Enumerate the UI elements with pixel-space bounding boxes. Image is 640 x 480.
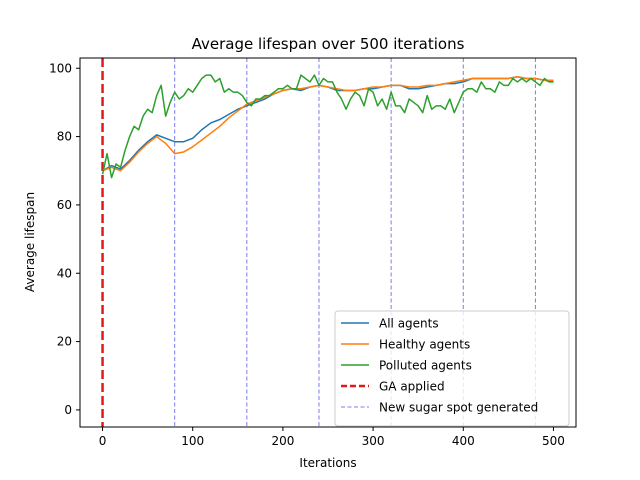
legend-label-healthy-agents: Healthy agents [379,338,470,352]
x-tick-label: 400 [452,434,475,448]
x-tick-label: 0 [99,434,107,448]
axis-ticks: 0 100 200 300 400 500 0 20 40 60 80 100 [49,61,565,448]
legend: All agents Healthy agents Polluted agents G… [334,310,570,427]
y-tick-label: 80 [57,130,72,144]
legend-label-polluted-agents: Polluted agents [379,359,472,373]
y-tick-label: 20 [57,335,72,349]
y-tick-label: 60 [57,198,72,212]
series-line-polluted-agents [101,74,554,179]
x-axis-label: Iterations [299,456,356,470]
series-line-healthy-agents [102,76,554,172]
legend-label-new-sugar-spot-generated: New sugar spot generated [379,401,538,415]
x-tick-label: 100 [181,434,204,448]
legend-box [334,310,570,427]
x-tick-label: 200 [271,434,294,448]
plot-frame [79,57,577,428]
y-tick-label: 100 [49,61,72,75]
chart-title: Average lifespan over 500 iterations [192,35,465,53]
legend-label-ga-applied: GA applied [379,380,445,394]
x-tick-label: 500 [542,434,565,448]
y-axis-label: Average lifespan [23,192,37,292]
legend-label-all-agents: All agents [379,317,439,331]
y-tick-label: 0 [64,403,72,417]
plot-content [101,58,554,427]
y-tick-label: 40 [57,266,72,280]
x-tick-label: 300 [362,434,385,448]
